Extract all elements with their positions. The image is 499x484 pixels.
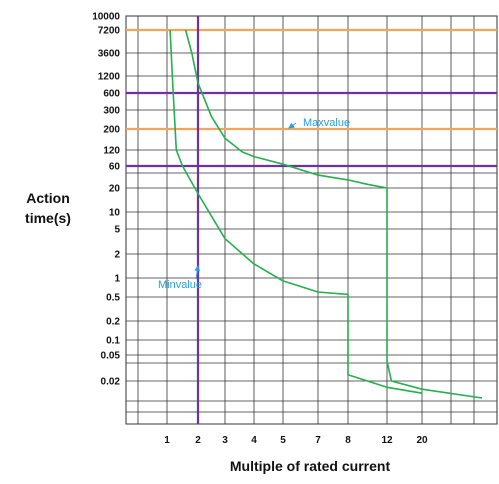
y-tick-label: 1200 (98, 72, 121, 83)
y-tick-label: 3600 (98, 49, 121, 60)
x-tick-label: 12 (381, 435, 393, 446)
y-tick-label: 10000 (92, 12, 120, 23)
y-tick-label: 7200 (98, 26, 121, 37)
y-tick-label: 2 (114, 250, 120, 261)
curve-maxvalue (184, 29, 483, 399)
annotation-arrow (194, 265, 201, 280)
x-tick-label: 3 (222, 435, 228, 446)
x-tick-label: 5 (280, 435, 286, 446)
curves (169, 29, 483, 399)
y-tick-label: 5 (114, 225, 120, 236)
x-tick-label: 4 (251, 435, 257, 446)
tick-labels: 100007200360012006003002001206020105210.… (92, 12, 428, 447)
reference-lines (126, 16, 497, 424)
y-tick-label: 0.1 (106, 336, 120, 347)
x-tick-label: 8 (345, 435, 351, 446)
y-tick-label: 300 (103, 106, 120, 117)
annotation-minvalue: Minvalue (158, 279, 202, 291)
x-axis-title: Multiple of rated current (230, 458, 391, 474)
y-tick-label: 0.5 (106, 293, 120, 304)
y-axis-title-line1: Action (26, 190, 70, 206)
grid (125, 15, 498, 425)
curve-minvalue (169, 29, 423, 394)
y-axis-title-line2: time(s) (25, 210, 71, 226)
y-tick-label: 600 (103, 89, 120, 100)
y-tick-label: 60 (109, 162, 121, 173)
y-tick-label: 0.05 (101, 351, 121, 362)
y-tick-label: 120 (103, 146, 120, 157)
y-tick-label: 1 (114, 274, 120, 285)
y-tick-label: 200 (103, 125, 120, 136)
y-tick-label: 0.2 (106, 317, 120, 328)
x-tick-label: 1 (164, 435, 170, 446)
annotation-arrow (288, 122, 297, 129)
x-tick-label: 20 (416, 435, 428, 446)
annotations: Maxvalue Minvalue (158, 117, 350, 291)
x-tick-label: 7 (315, 435, 321, 446)
y-tick-label: 0.02 (101, 377, 121, 388)
y-tick-label: 10 (109, 208, 121, 219)
x-tick-label: 2 (195, 435, 201, 446)
annotation-maxvalue: Maxvalue (303, 117, 350, 129)
y-tick-label: 20 (109, 184, 121, 195)
